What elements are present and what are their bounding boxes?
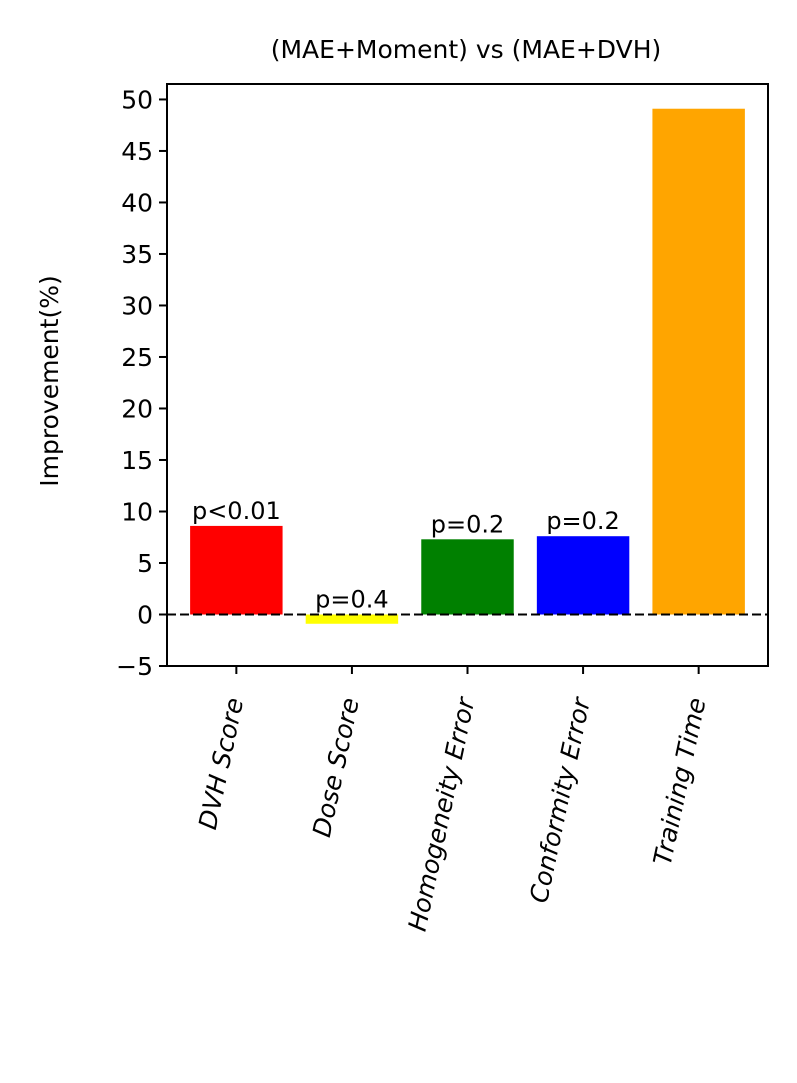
x-tick-label: Dose Score bbox=[307, 695, 365, 839]
y-tick-label: 10 bbox=[121, 497, 153, 526]
p-value-label: p=0.2 bbox=[546, 507, 620, 535]
y-tick-label: 45 bbox=[121, 137, 153, 166]
x-axis-ticks: DVH Score Dose Score Homogeneity Error Conf… bbox=[193, 666, 712, 934]
p-value-label: p<0.01 bbox=[192, 497, 281, 525]
y-tick-label: 25 bbox=[121, 343, 153, 372]
y-axis-ticks: −5 0 5 10 15 20 25 30 35 40 45 50 bbox=[116, 85, 167, 681]
bar-dvh-score bbox=[190, 525, 283, 615]
y-axis-label: Improvement(%) bbox=[35, 275, 64, 486]
bar-homogeneity-error bbox=[421, 539, 514, 615]
y-tick-label: 0 bbox=[137, 600, 153, 629]
chart-title: (MAE+Moment) vs (MAE+DVH) bbox=[271, 35, 662, 64]
y-tick-label: −5 bbox=[116, 652, 153, 681]
x-tick-label: Conformity Error bbox=[524, 694, 596, 906]
y-tick-label: 15 bbox=[121, 446, 153, 475]
x-tick-label: DVH Score bbox=[193, 695, 249, 832]
x-tick-label: Training Time bbox=[648, 695, 712, 868]
p-value-label: p=0.2 bbox=[431, 510, 505, 538]
bar-dose-score bbox=[305, 614, 399, 624]
p-value-label: p=0.4 bbox=[315, 585, 389, 613]
bar-conformity-error bbox=[536, 536, 630, 615]
y-tick-label: 5 bbox=[137, 549, 153, 578]
y-tick-label: 20 bbox=[121, 394, 153, 423]
y-tick-label: 30 bbox=[121, 291, 153, 320]
x-tick-label: Homogeneity Error bbox=[403, 694, 481, 934]
bar-training-time bbox=[652, 108, 745, 615]
y-tick-label: 35 bbox=[121, 240, 153, 269]
y-tick-label: 40 bbox=[121, 188, 153, 217]
bars-group bbox=[190, 108, 745, 624]
p-value-annotations: p<0.01 p=0.4 p=0.2 p=0.2 bbox=[192, 497, 620, 614]
y-tick-label: 50 bbox=[121, 85, 153, 114]
